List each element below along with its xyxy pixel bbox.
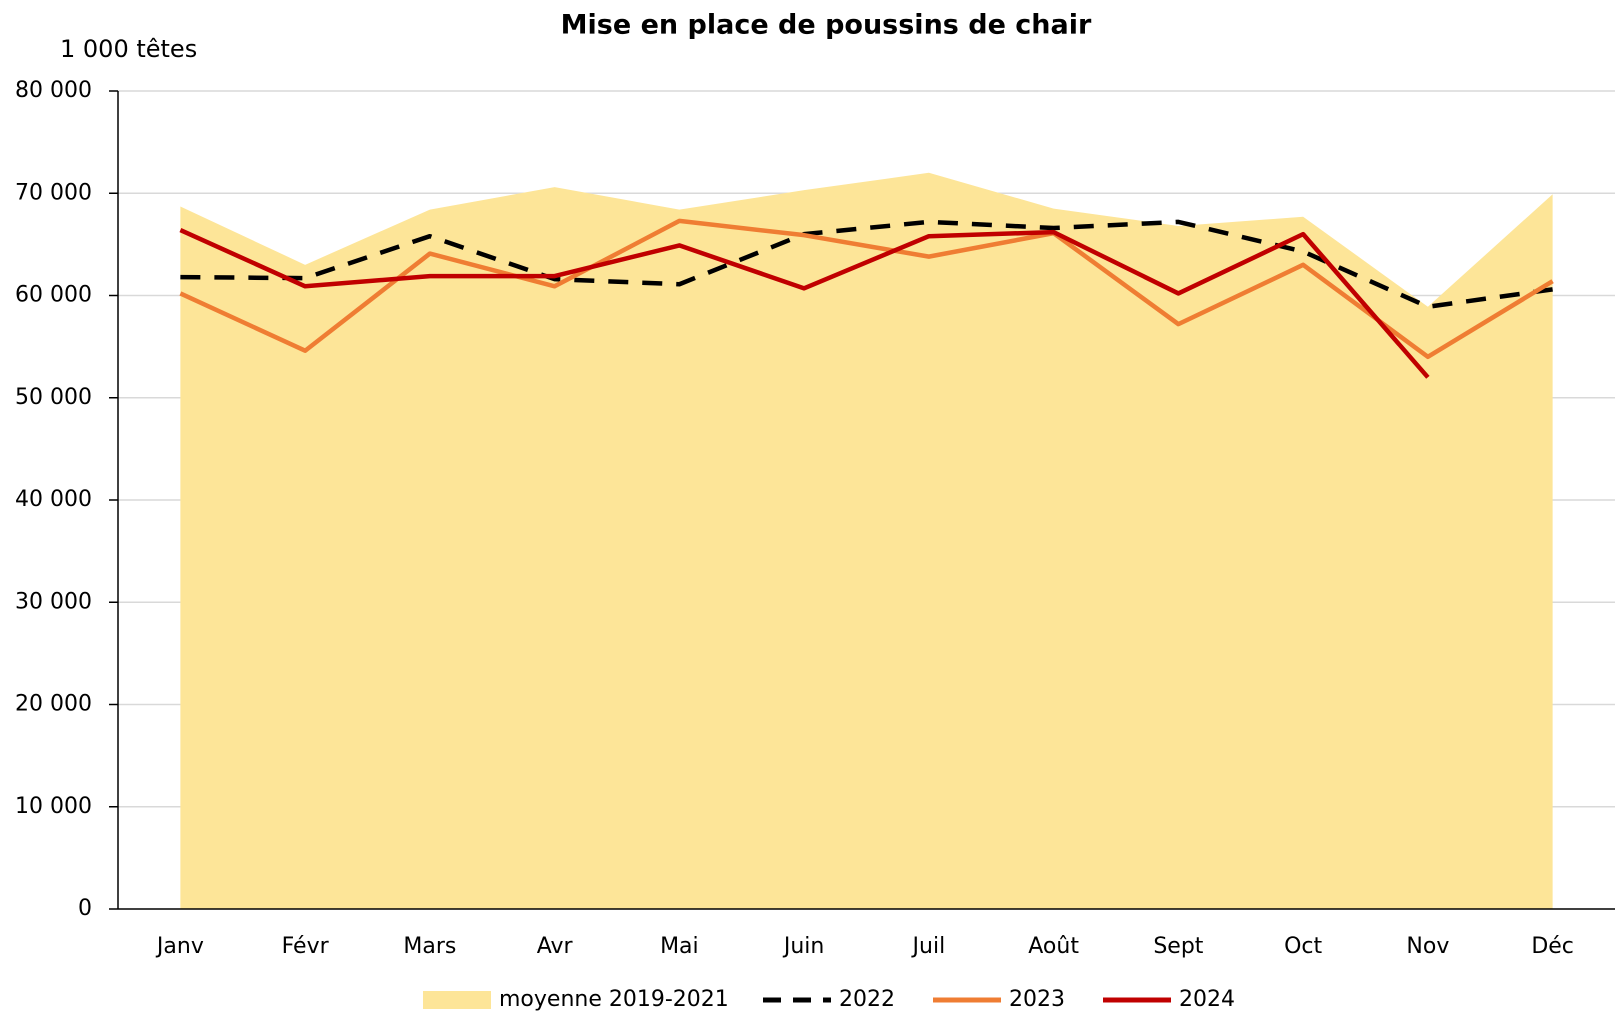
legend-swatch bbox=[423, 991, 491, 1009]
x-tick-label: Avr bbox=[537, 934, 574, 959]
y-tick-label: 60 000 bbox=[15, 283, 92, 308]
area bbox=[180, 172, 1553, 910]
legend-label: 2024 bbox=[1179, 987, 1235, 1012]
y-tick-label: 50 000 bbox=[15, 385, 92, 410]
y-tick-label: 70 000 bbox=[15, 180, 92, 205]
x-tick-label: Févr bbox=[282, 934, 330, 959]
x-tick-label: Déc bbox=[1531, 934, 1574, 959]
x-tick-label: Mai bbox=[660, 934, 699, 959]
line bbox=[179, 218, 1554, 360]
y-tick-label: 10 000 bbox=[15, 794, 92, 819]
y-tick-label: 0 bbox=[78, 896, 92, 921]
y-tick-label: 20 000 bbox=[15, 692, 92, 717]
x-tick-label: Sept bbox=[1153, 934, 1203, 959]
x-tick-label: Juil bbox=[911, 934, 946, 959]
x-tick-label: Juin bbox=[782, 934, 825, 959]
x-tick-label: Janv bbox=[155, 934, 204, 959]
legend-label: 2023 bbox=[1009, 987, 1065, 1012]
y-axis-label: 1 000 têtes bbox=[60, 35, 197, 63]
x-tick-label: Août bbox=[1028, 934, 1079, 959]
x-tick-label: Oct bbox=[1284, 934, 1322, 959]
y-tick-label: 30 000 bbox=[15, 589, 92, 614]
x-tick-label: Mars bbox=[403, 934, 456, 959]
y-tick-label: 40 000 bbox=[15, 487, 92, 512]
x-tick-label: Nov bbox=[1406, 934, 1449, 959]
legend-label: moyenne 2019-2021 bbox=[499, 987, 729, 1012]
chart-title: Mise en place de poussins de chair bbox=[561, 10, 1092, 41]
y-tick-label: 80 000 bbox=[15, 78, 92, 103]
legend-label: 2022 bbox=[839, 987, 895, 1012]
line bbox=[179, 228, 1430, 379]
